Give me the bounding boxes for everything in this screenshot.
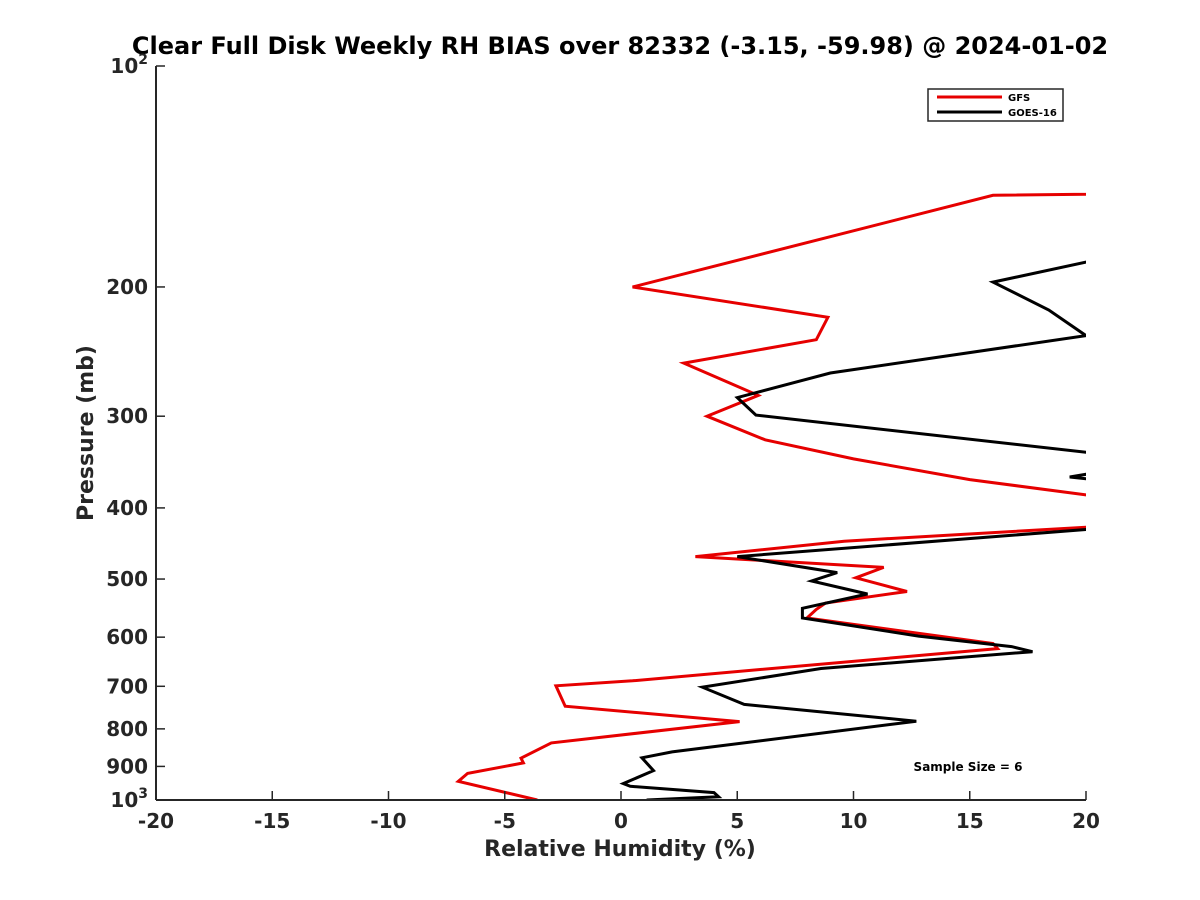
legend-entries: GFS GOES-16: [937, 93, 1057, 119]
series-line-goes-16: [619, 260, 1086, 800]
y-tick-label: 200: [106, 275, 148, 299]
x-tick-label: 15: [956, 809, 984, 833]
series-line-gfs: [455, 192, 1086, 800]
legend-box: [927, 88, 1064, 122]
y-tick-label: 600: [106, 625, 148, 649]
y-tick-label: 400: [106, 496, 148, 520]
y-tick-label: 700: [106, 674, 148, 698]
y-ticks: 200 300 400 500 600 700 800 900 102 103: [106, 52, 165, 812]
legend: GFS GOES-16: [927, 88, 1064, 122]
x-tick-label: -20: [138, 809, 174, 833]
x-ticks: -20 -15 -10 -5 0 5 10 15 20: [138, 791, 1100, 833]
y-tick-label: 102: [110, 52, 148, 78]
y-tick-label: 103: [110, 786, 148, 812]
y-tick-label: 800: [106, 717, 148, 741]
sample-size-annotation: Sample Size = 6: [914, 760, 1023, 774]
x-tick-label: 5: [730, 809, 744, 833]
x-axis-title: Relative Humidity (%): [484, 837, 756, 862]
x-tick-label: 10: [840, 809, 868, 833]
x-tick-label: 20: [1072, 809, 1100, 833]
legend-label-goes-16: GOES-16: [1008, 108, 1057, 119]
legend-label-gfs: GFS: [1008, 93, 1030, 104]
x-tick-label: -10: [370, 809, 406, 833]
chart-title: Clear Full Disk Weekly RH BIAS over 8233…: [132, 32, 1108, 60]
y-tick-label: 900: [106, 754, 148, 778]
series-layer: [455, 192, 1086, 800]
y-axis-title: Pressure (mb): [74, 345, 99, 521]
axes-layer: [155, 66, 1086, 801]
y-tick-label: 300: [106, 404, 148, 428]
x-tick-label: 0: [614, 809, 628, 833]
y-tick-label: 500: [106, 567, 148, 591]
x-tick-label: -5: [494, 809, 516, 833]
x-tick-label: -15: [254, 809, 290, 833]
